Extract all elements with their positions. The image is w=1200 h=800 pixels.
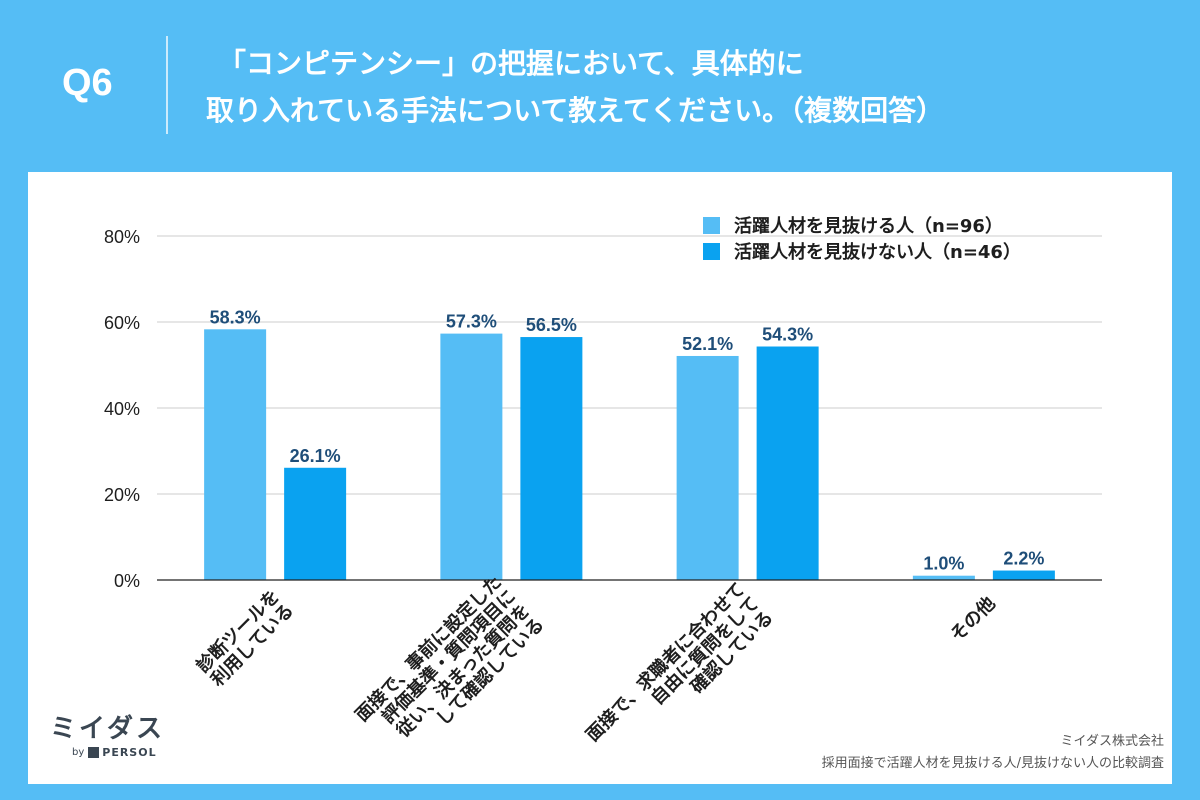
y-tick-label: 20% [104,485,140,505]
legend-item-series-1: 活躍人材を見抜ける人（n=96） [703,212,1021,238]
x-tick-label: 面接で、求職者に合わせて自由に質問をして確認している [581,578,777,774]
data-label: 1.0% [923,554,964,574]
legend-label-series-2: 活躍人材を見抜けない人（n=46） [734,242,1021,263]
bar [912,575,975,580]
y-tick-label: 60% [104,313,140,333]
x-tick-label: その他 [946,592,1000,646]
legend-swatch-series-2 [703,242,720,260]
bar [992,570,1055,580]
y-tick-label: 40% [104,399,140,419]
logo-wordmark: ミイダス [50,714,165,744]
data-label: 58.3% [210,307,261,327]
y-tick-label: 80% [104,227,140,247]
source-company: ミイダス株式会社 [1060,734,1164,749]
bar [520,337,583,580]
data-label: 56.5% [526,315,577,335]
data-label: 52.1% [682,334,733,354]
legend: 活躍人材を見抜ける人（n=96） 活躍人材を見抜けない人（n=46） [703,212,1021,264]
data-label: 54.3% [762,325,813,345]
bar [204,329,267,580]
y-tick-label: 0% [114,571,140,591]
legend-item-series-2: 活躍人材を見抜けない人（n=46） [703,238,1021,264]
bar [676,355,739,580]
data-label: 2.2% [1003,549,1044,569]
legend-label-series-1: 活躍人材を見抜ける人（n=96） [734,216,1003,237]
source-survey: 採用面接で活躍人材を見抜ける人/見抜けない人の比較調査 [821,756,1164,771]
x-tick-label-line: その他 [946,592,1000,646]
bar [440,333,503,580]
question-title: 「コンピテンシー」の把握において、具体的に 取り入れている手法について教えてくだ… [206,40,1166,134]
logo-brand: PERSOL [102,746,157,759]
question-number: Q6 [62,62,113,104]
data-label: 57.3% [446,312,497,332]
persol-mark-icon [88,747,100,758]
data-label: 26.1% [290,446,341,466]
source-note: ミイダス株式会社 採用面接で活躍人材を見抜ける人/見抜けない人の比較調査 [822,731,1164,775]
miidas-logo: ミイダス by PERSOL [50,714,165,759]
legend-swatch-series-1 [703,216,720,234]
title-line-1: 「コンピテンシー」の把握において、具体的に [218,47,804,80]
bar [284,467,347,580]
header: Q6 「コンピテンシー」の把握において、具体的に 取り入れている手法について教え… [0,0,1200,168]
title-line-2: 取り入れている手法について教えてください。（複数回答） [206,94,945,127]
header-divider [166,36,168,134]
x-tick-label: 面接で、事前に設定した評価基準・質問項目に従い、決まった質問をして確認している [351,571,548,768]
x-tick-label: 診断ツールを利用している [192,585,298,691]
logo-byline: by PERSOL [72,746,165,759]
bar [756,346,819,580]
logo-by: by [72,747,85,758]
